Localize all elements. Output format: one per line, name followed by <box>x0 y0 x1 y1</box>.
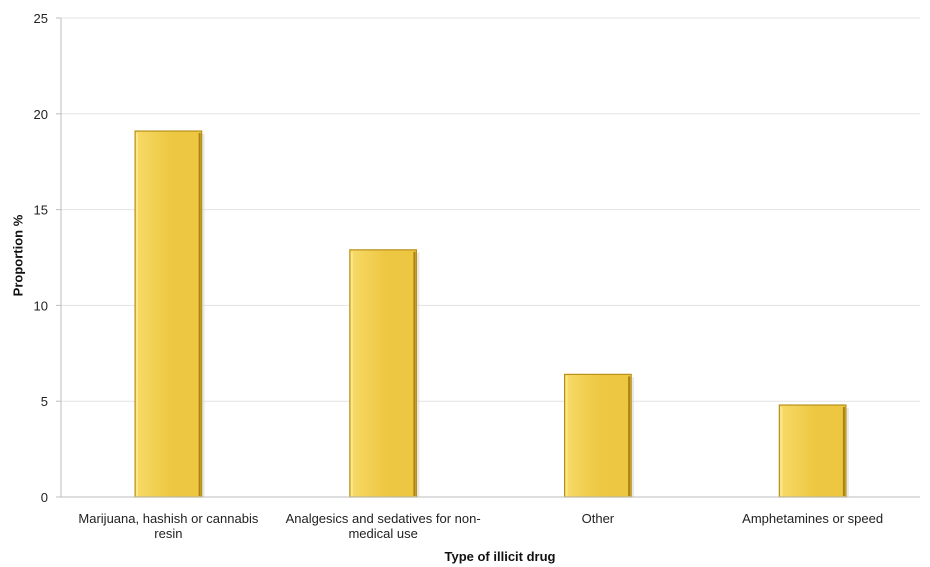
x-axis-title: Type of illicit drug <box>444 549 556 564</box>
y-tick-label: 5 <box>41 394 48 409</box>
bar <box>778 404 847 498</box>
bar <box>134 130 203 498</box>
bar <box>563 373 632 498</box>
y-axis-title: Proportion % <box>10 214 26 297</box>
bar <box>349 249 418 498</box>
y-tick-labels: 0 5 10 15 20 25 <box>34 11 48 505</box>
y-tick-label: 25 <box>34 11 48 26</box>
y-tick-label: 20 <box>34 107 48 122</box>
axes <box>56 17 920 498</box>
y-tick-label: 15 <box>34 203 48 218</box>
y-tick-label: 10 <box>34 298 48 313</box>
bars <box>134 130 849 498</box>
y-tick-label: 0 <box>41 490 48 505</box>
